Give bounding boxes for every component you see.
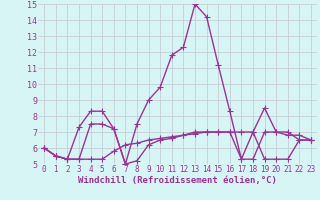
X-axis label: Windchill (Refroidissement éolien,°C): Windchill (Refroidissement éolien,°C) (78, 176, 277, 185)
